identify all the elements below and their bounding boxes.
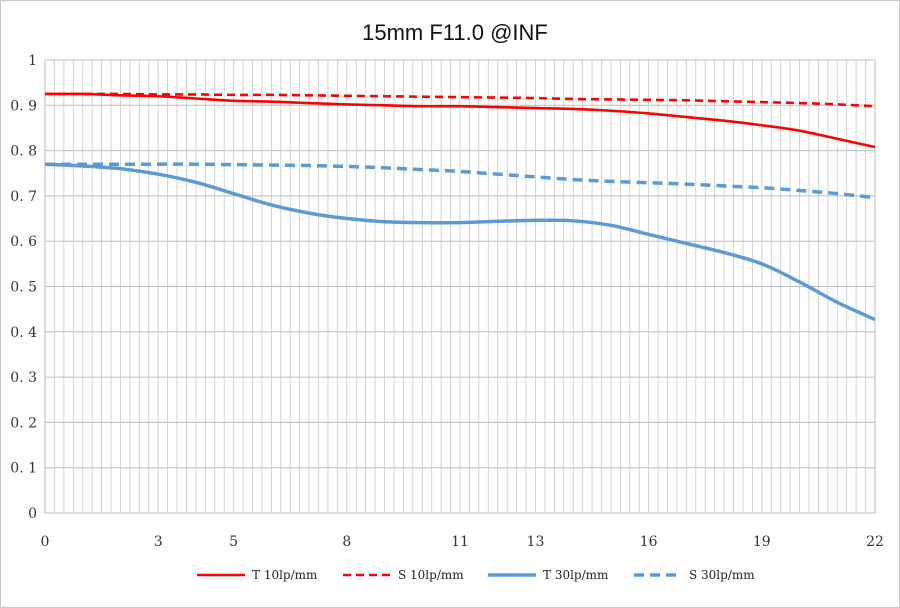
legend-label-t-10lp-mm: T 10lp/mm <box>252 568 318 582</box>
legend-label-s-30lp-mm: S 30lp/mm <box>689 568 755 582</box>
x-tick-label: 8 <box>342 534 351 550</box>
legend-label-s-10lp-mm: S 10lp/mm <box>398 568 464 582</box>
plot-area <box>44 59 876 514</box>
x-tick-label: 3 <box>154 534 163 550</box>
y-tick-label: 0 <box>28 506 37 522</box>
y-axis-tick-labels: 0 0. 1 0. 2 0. 3 0. 4 0. 5 0. 6 0. 7 0. 8 0. 9 1 <box>10 53 37 522</box>
x-tick-label: 0 <box>41 534 50 550</box>
legend-label-t-30lp-mm: T 30lp/mm <box>543 568 609 582</box>
x-tick-label: 19 <box>753 534 771 550</box>
y-tick-label: 0. 7 <box>10 189 37 205</box>
y-tick-label: 0. 8 <box>10 144 37 160</box>
y-tick-label: 0. 2 <box>10 415 37 431</box>
series-line-s-10lp-mm <box>45 92 876 108</box>
y-tick-label: 0. 1 <box>10 461 37 477</box>
series-line-t-10lp-mm <box>44 92 876 149</box>
x-tick-label: 13 <box>527 534 545 550</box>
y-tick-label: 0. 3 <box>10 370 37 386</box>
series-line-s-30lp-mm <box>44 162 876 200</box>
series-line-t-30lp-mm <box>44 162 876 322</box>
x-tick-label: 22 <box>866 534 884 550</box>
y-tick-label: 0. 9 <box>10 98 37 114</box>
legend: T 10lp/mm S 10lp/mm T 30lp/mm S 30lp/mm <box>197 568 755 582</box>
x-tick-label: 5 <box>229 534 238 550</box>
x-tick-label: 11 <box>451 534 469 550</box>
y-tick-label: 0. 4 <box>10 325 37 341</box>
x-tick-label: 16 <box>640 534 658 550</box>
y-tick-label: 1 <box>28 53 37 69</box>
y-tick-label: 0. 5 <box>10 280 37 296</box>
plot-border <box>44 59 876 514</box>
y-tick-label: 0. 6 <box>10 234 37 250</box>
x-axis-tick-labels: 0 3 5 8 11 13 16 19 22 <box>41 534 884 550</box>
series-lines <box>44 92 876 322</box>
chart-title: 15mm F11.0 @INF <box>362 20 548 45</box>
